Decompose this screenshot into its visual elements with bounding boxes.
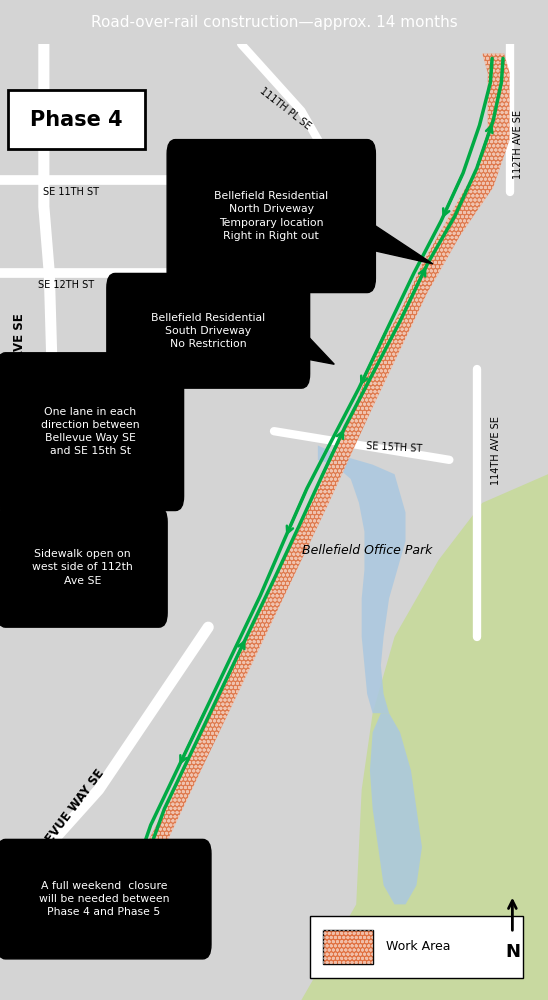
Text: 108TH AVE SE: 108TH AVE SE bbox=[13, 313, 26, 406]
FancyBboxPatch shape bbox=[8, 90, 145, 149]
Text: Work Area: Work Area bbox=[386, 940, 451, 953]
Polygon shape bbox=[153, 567, 159, 595]
Text: A full weekend  closure
will be needed between
Phase 4 and Phase 5: A full weekend closure will be needed be… bbox=[39, 881, 169, 917]
FancyBboxPatch shape bbox=[310, 916, 523, 978]
Polygon shape bbox=[301, 329, 334, 364]
FancyBboxPatch shape bbox=[107, 273, 310, 388]
Text: SE 16TH ST: SE 16TH ST bbox=[27, 512, 83, 522]
Polygon shape bbox=[318, 446, 406, 713]
Text: 114TH AVE SE: 114TH AVE SE bbox=[491, 416, 501, 485]
Text: SE 15TH ST: SE 15TH ST bbox=[366, 441, 423, 454]
Text: 112TH AVE SE: 112TH AVE SE bbox=[513, 110, 523, 179]
Text: Sidewalk open on
west side of 112th
Ave SE: Sidewalk open on west side of 112th Ave … bbox=[32, 549, 133, 586]
FancyBboxPatch shape bbox=[0, 353, 184, 511]
Polygon shape bbox=[148, 890, 203, 927]
Text: Bellefield Office Park: Bellefield Office Park bbox=[302, 544, 432, 557]
Polygon shape bbox=[115, 54, 510, 919]
FancyBboxPatch shape bbox=[323, 930, 373, 964]
FancyBboxPatch shape bbox=[0, 508, 167, 627]
Text: Bellefield Residential
North Driveway
Temporary location
Right in Right out: Bellefield Residential North Driveway Te… bbox=[214, 191, 328, 241]
FancyBboxPatch shape bbox=[167, 140, 375, 293]
Text: BELLEVUE WAY SE: BELLEVUE WAY SE bbox=[24, 766, 107, 870]
Text: SE 12TH ST: SE 12TH ST bbox=[38, 280, 94, 290]
FancyBboxPatch shape bbox=[0, 839, 211, 959]
Text: Phase 4: Phase 4 bbox=[30, 110, 123, 130]
Polygon shape bbox=[192, 474, 548, 1000]
Polygon shape bbox=[170, 437, 175, 469]
Text: Road-over-rail construction—approx. 14 months: Road-over-rail construction—approx. 14 m… bbox=[90, 14, 458, 29]
Polygon shape bbox=[367, 220, 433, 264]
Text: SE 11TH ST: SE 11TH ST bbox=[43, 187, 99, 197]
Text: 111TH PL SE: 111TH PL SE bbox=[258, 86, 312, 132]
Text: Bellefield Residential
South Driveway
No Restriction: Bellefield Residential South Driveway No… bbox=[151, 313, 265, 349]
Text: One lane in each
direction between
Bellevue Way SE
and SE 15th St: One lane in each direction between Belle… bbox=[41, 407, 140, 456]
Polygon shape bbox=[370, 713, 422, 904]
Text: N: N bbox=[505, 943, 520, 961]
